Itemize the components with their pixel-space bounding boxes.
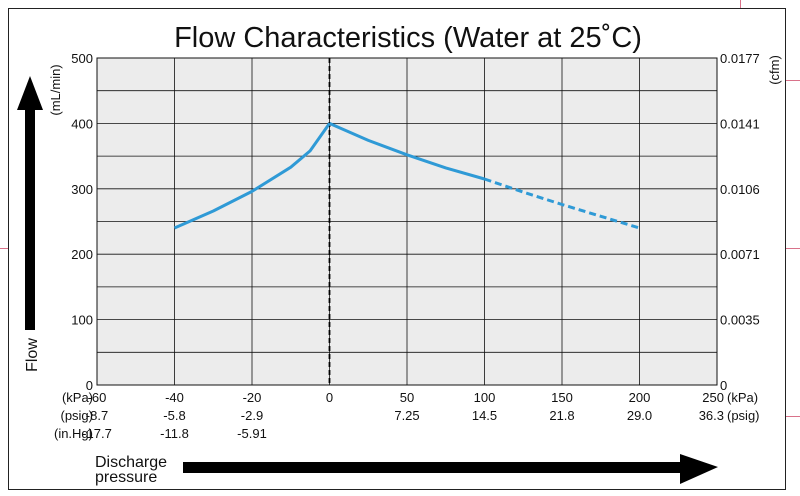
y-tick-label: 200 (71, 247, 93, 262)
x-tick-label: 200 (629, 390, 651, 405)
y-tick-label: 0 (86, 378, 93, 393)
edge-tick-right-3 (786, 416, 800, 417)
edge-tick-right (786, 80, 800, 81)
y-tick-label: 400 (71, 116, 93, 131)
x-tick-label: 100 (474, 390, 496, 405)
x-tick-label: -2.9 (241, 408, 263, 423)
flow-curve-segment-3 (484, 177, 640, 230)
x-unit-right: (kPa) (727, 390, 758, 405)
y2-tick-label: 0.0106 (720, 182, 760, 197)
x-tick-label: -17.7 (82, 426, 112, 441)
chart-frame (8, 8, 786, 490)
edge-tick-left (0, 248, 8, 249)
y-tick-label: 300 (71, 182, 93, 197)
x-tick-label: 29.0 (627, 408, 652, 423)
x-tick-label: 21.8 (549, 408, 574, 423)
x-tick-label: -40 (165, 390, 184, 405)
x-tick-label: 0 (326, 390, 333, 405)
x-tick-label: -11.8 (160, 426, 189, 441)
x-unit-left: (in.Hg) (54, 426, 93, 441)
chart-title: Flow Characteristics (Water at 25˚C) (174, 22, 642, 54)
x-tick-label: -60 (88, 390, 107, 405)
x-tick-label: 250 (702, 390, 724, 405)
y-axis-arrow (17, 76, 43, 330)
flow-curve-segment-2 (328, 122, 485, 181)
x-tick-label: -8.7 (86, 408, 108, 423)
y-axis-unit-left: (mL/min) (48, 64, 63, 115)
y-tick-label: 100 (71, 313, 93, 328)
y-axis-unit-right: (cfm) (767, 55, 782, 85)
x-axis-label-line2: pressure (95, 469, 157, 486)
x-unit-left: (psig) (60, 408, 93, 423)
edge-tick-right-2 (786, 248, 800, 249)
y2-tick-label: 0.0177 (720, 51, 760, 66)
x-unit-left: (kPa) (62, 390, 93, 405)
edge-tick-top (740, 0, 741, 8)
y-tick-label: 500 (71, 51, 93, 66)
x-axis-arrow (183, 454, 718, 484)
y-axis-label: Flow (24, 338, 41, 372)
x-tick-label: -5.8 (163, 408, 185, 423)
x-tick-label: 36.3 (699, 408, 724, 423)
x-axis-label-line1: Discharge (95, 454, 167, 471)
y2-tick-label: 0.0071 (720, 247, 760, 262)
x-tick-label: 50 (400, 390, 414, 405)
x-tick-label: 14.5 (472, 408, 497, 423)
x-tick-label: 150 (551, 390, 573, 405)
y2-tick-label: 0.0035 (720, 313, 760, 328)
y2-tick-label: 0 (720, 378, 727, 393)
flow-curve-segment-1 (173, 122, 331, 230)
y2-tick-label: 0.0141 (720, 116, 760, 131)
x-tick-label: 7.25 (394, 408, 419, 423)
x-tick-label: -20 (243, 390, 262, 405)
x-tick-label: -5.91 (237, 426, 267, 441)
x-unit-right: (psig) (727, 408, 760, 423)
